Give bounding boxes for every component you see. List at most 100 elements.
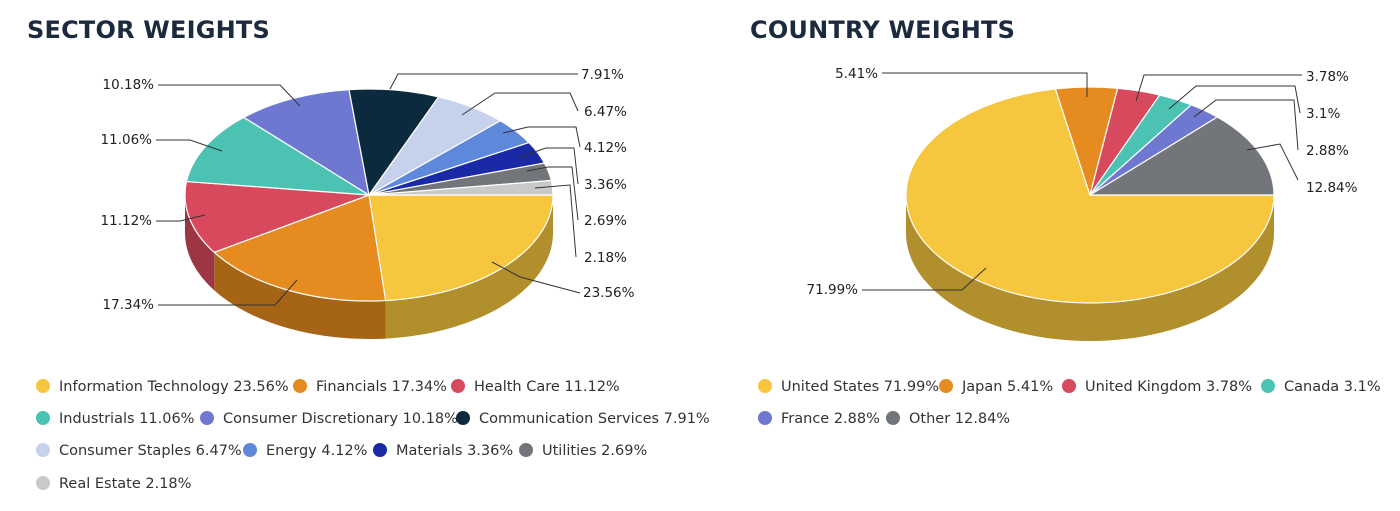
pie-slice-communication-services[interactable] [348,88,440,196]
sector-pie-chart: 23.56% 17.34% 11.12% 11.06% 10.18% 7.91% 6.47%… [101,67,635,339]
legend-item-japan[interactable]: Japan 5.41% [939,379,1053,395]
legend-swatch-icon [36,443,50,457]
data-label-united-kingdom: 3.78% [1306,69,1349,85]
legend-label: Health Care 11.12% [474,379,620,395]
sector-weights-panel: SECTOR WEIGHTS 23.56% 17.34% 11.12% 11.06% 1… [27,16,710,492]
legend-item-financials[interactable]: Financials 17.34% [293,379,447,395]
pie-side-health-care [185,195,215,291]
legend-swatch-icon [1261,379,1275,393]
sector-weights-title: SECTOR WEIGHTS [27,16,270,44]
pie-slice-industrials[interactable] [185,116,370,196]
legend-item-information-technology[interactable]: Information Technology 23.56% [36,379,289,395]
legend-swatch-icon [293,379,307,393]
leader-line-canada [1168,85,1301,114]
legend-label: Energy 4.12% [266,443,368,459]
data-label-industrials: 11.06% [101,132,153,148]
data-label-other: 12.84% [1306,180,1358,196]
legend-item-other[interactable]: Other 12.84% [886,411,1010,427]
legend-swatch-icon [758,379,772,393]
leader-line-utilities [526,166,579,221]
leader-line-france [1193,99,1299,151]
data-label-consumer-staples: 6.47% [584,104,627,120]
legend-item-industrials[interactable]: Industrials 11.06% [36,411,194,427]
legend-label: Utilities 2.69% [542,443,648,459]
legend-swatch-icon [456,411,470,425]
leader-line-united-kingdom [1135,74,1302,102]
data-label-financials: 17.34% [103,297,155,313]
pie-slice-information-technology[interactable] [368,194,554,302]
legend-item-france[interactable]: France 2.88% [758,411,880,427]
data-label-canada: 3.1% [1306,106,1340,122]
leader-line-materials [519,147,579,185]
data-label-france: 2.88% [1306,143,1349,159]
legend-swatch-icon [1062,379,1076,393]
leader-line-communication-services [389,73,578,90]
legend-item-consumer-staples[interactable]: Consumer Staples 6.47% [36,443,242,459]
legend-item-energy[interactable]: Energy 4.12% [243,443,367,459]
data-label-materials: 3.36% [584,177,627,193]
legend-label: Communication Services 7.91% [479,411,710,427]
legend-label: Consumer Staples 6.47% [59,443,242,459]
legend-label: United Kingdom 3.78% [1085,379,1253,395]
legend-swatch-icon [758,411,772,425]
legend-item-communication-services[interactable]: Communication Services 7.91% [456,411,710,427]
legend-swatch-icon [243,443,257,457]
legend-label: Japan 5.41% [962,379,1054,395]
legend-swatch-icon [36,411,50,425]
legend-item-utilities[interactable]: Utilities 2.69% [519,443,647,459]
leader-line-financials [158,279,298,306]
pie-slice-real-estate[interactable] [368,179,554,196]
legend-item-real-estate[interactable]: Real Estate 2.18% [36,476,191,492]
data-label-united-states: 71.99% [807,282,859,298]
legend-label: Canada 3.1% [1284,379,1381,395]
legend-label: Industrials 11.06% [59,411,195,427]
legend-item-united-states[interactable]: United States 71.99% [758,379,939,395]
leader-line-health-care [156,214,206,222]
legend-swatch-icon [36,379,50,393]
data-label-energy: 4.12% [584,140,627,156]
legend-label: Information Technology 23.56% [59,379,289,395]
leader-line-united-states [862,267,987,291]
leader-line-consumer-staples [461,92,579,116]
legend-swatch-icon [519,443,533,457]
legend-label: Materials 3.36% [396,443,514,459]
legend-item-consumer-discretionary[interactable]: Consumer Discretionary 10.18% [200,411,458,427]
leader-line-other [1246,143,1299,181]
legend-swatch-icon [200,411,214,425]
legend-label: Real Estate 2.18% [59,476,192,492]
leader-line-consumer-discretionary [158,84,301,107]
legend-swatch-icon [373,443,387,457]
data-label-real-estate: 2.18% [584,250,627,266]
pie-slice-united-states[interactable] [905,88,1275,304]
country-weights-title: COUNTRY WEIGHTS [750,16,1016,44]
legend-item-health-care[interactable]: Health Care 11.12% [451,379,620,395]
leader-line-real-estate [534,184,577,258]
legend-label: France 2.88% [781,411,880,427]
legend-swatch-icon [939,379,953,393]
legend-item-united-kingdom[interactable]: United Kingdom 3.78% [1062,379,1252,395]
data-label-information-technology: 23.56% [583,285,635,301]
data-label-japan: 5.41% [835,66,878,82]
data-label-consumer-discretionary: 10.18% [103,77,155,93]
legend-label: Other 12.84% [909,411,1011,427]
legend-label: United States 71.99% [781,379,940,395]
pie-slice-other[interactable] [1089,116,1275,196]
pie-side-financials [214,252,386,339]
pie-side-information-technology [385,195,553,339]
leader-line-energy [502,126,581,148]
data-label-communication-services: 7.91% [581,67,624,83]
legend-swatch-icon [886,411,900,425]
legend-item-canada[interactable]: Canada 3.1% [1261,379,1381,395]
legend-item-materials[interactable]: Materials 3.36% [373,443,513,459]
legend-label: Financials 17.34% [316,379,447,395]
country-weights-panel: COUNTRY WEIGHTS 71.99% 5.41% 3.78% 3.1% 2.88… [720,0,1400,511]
leader-line-information-technology [491,261,581,294]
legend-label: Consumer Discretionary 10.18% [223,411,458,427]
legend-swatch-icon [36,476,50,490]
data-label-utilities: 2.69% [584,213,627,229]
country-pie-chart: 71.99% 5.41% 3.78% 3.1% 2.88% 12.84% [807,66,1358,341]
leader-line-industrials [156,139,223,152]
legend-swatch-icon [451,379,465,393]
leader-line-japan [882,72,1088,97]
data-label-health-care: 11.12% [101,213,153,229]
